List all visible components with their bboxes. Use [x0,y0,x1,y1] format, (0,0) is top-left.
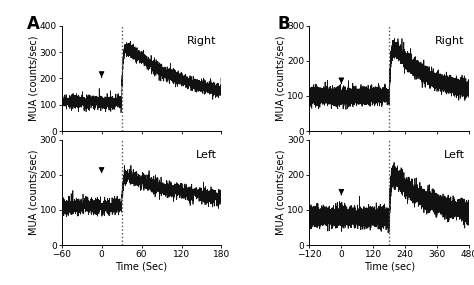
Text: Right: Right [187,36,217,46]
Text: A: A [27,15,39,33]
Y-axis label: MUA (counts/sec): MUA (counts/sec) [276,150,286,235]
X-axis label: Time (Sec): Time (Sec) [116,262,168,272]
Y-axis label: MUA (counts/sec): MUA (counts/sec) [28,36,38,121]
Text: Left: Left [444,150,465,160]
Text: B: B [277,15,290,33]
Y-axis label: MUA (counts/sec): MUA (counts/sec) [28,150,38,235]
Text: Right: Right [435,36,465,46]
Y-axis label: MUA (counts/sec): MUA (counts/sec) [276,36,286,121]
Text: Left: Left [196,150,217,160]
X-axis label: Time (sec): Time (sec) [364,262,415,272]
